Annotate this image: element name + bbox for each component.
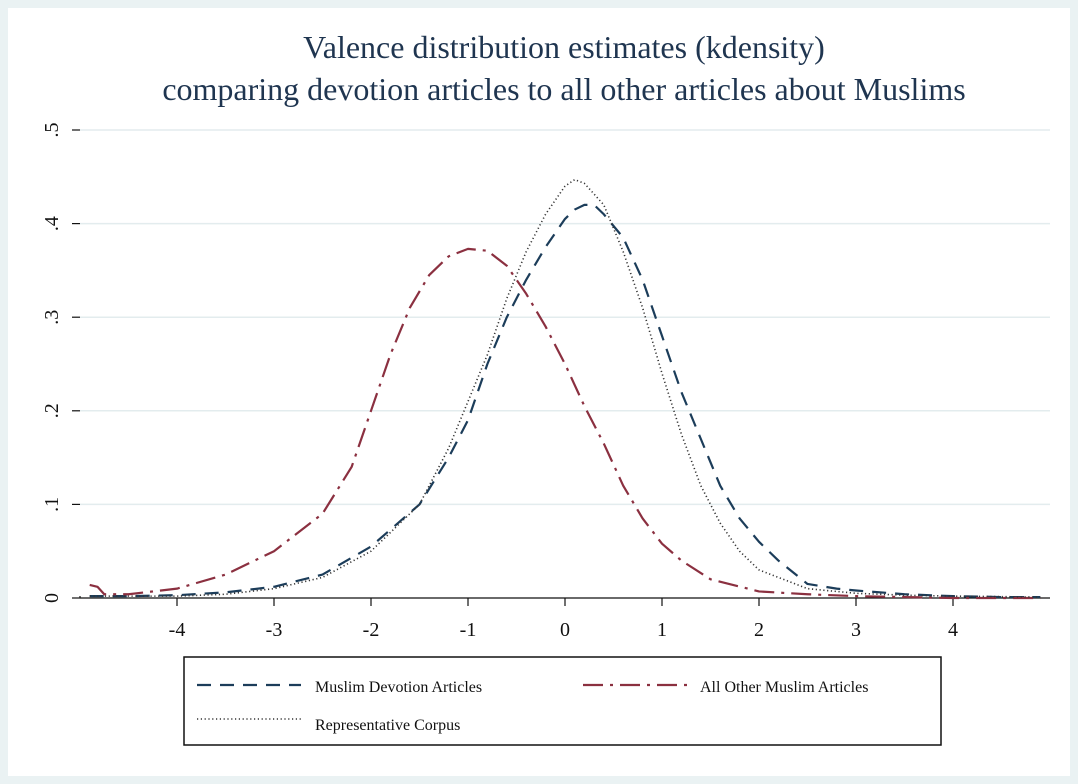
chart-title-line-1: Valence distribution estimates (kdensity… (303, 29, 825, 65)
series-lines (89, 178, 1041, 600)
x-tick-label-4: 0 (560, 619, 570, 641)
series-line-1 (89, 247, 1041, 600)
x-tick-label-5: 1 (657, 619, 667, 641)
x-tick-label-7: 3 (851, 619, 861, 641)
y-tick-label-2: .2 (41, 403, 63, 418)
legend-label-representative: Representative Corpus (315, 717, 460, 734)
legend-box (183, 656, 942, 746)
y-tick-label-4: .4 (41, 216, 63, 231)
y-tick-label-3: .3 (41, 310, 63, 325)
y-tick-label-1: .1 (41, 497, 63, 512)
legend-label-devotion: Muslim Devotion Articles (315, 679, 482, 696)
y-tick-label-5: .5 (41, 123, 63, 138)
x-tick-label-0: -4 (169, 619, 186, 641)
chart-title-line-2: comparing devotion articles to all other… (162, 71, 965, 107)
legend: Muslim Devotion Articles All Other Musli… (183, 656, 942, 746)
series-line-2 (89, 178, 1041, 598)
x-tick-label-8: 4 (948, 619, 958, 641)
x-tick-label-2: -2 (363, 619, 380, 641)
gridlines (80, 129, 1050, 506)
series-line-0 (89, 203, 1041, 599)
axes: 0 .1 .2 .3 .4 .5 -4 -3 -2 -1 0 1 2 3 4 (41, 123, 1050, 641)
x-tick-label-6: 2 (754, 619, 764, 641)
x-tick-label-1: -3 (266, 619, 283, 641)
y-tick-label-0: 0 (41, 593, 63, 603)
legend-label-other: All Other Muslim Articles (700, 679, 868, 696)
x-tick-label-3: -1 (460, 619, 477, 641)
chart-panel (8, 8, 1070, 776)
